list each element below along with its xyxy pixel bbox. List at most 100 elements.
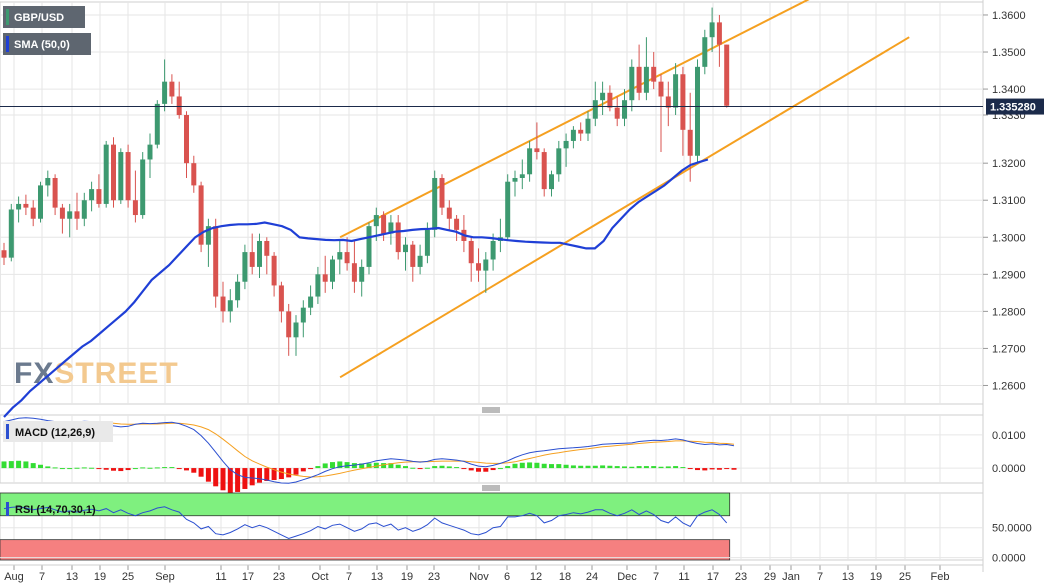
price-tick-label: 1.3500: [992, 47, 1026, 59]
rsi-tag[interactable]: RSI (14,70,30,1): [3, 499, 109, 519]
candle-body: [549, 174, 554, 190]
x-tick-label: 13: [842, 571, 854, 583]
x-tick-label: Jan: [782, 571, 800, 583]
macd-histogram-bar: [680, 467, 686, 469]
candle-body: [680, 74, 686, 130]
x-tick-label: 23: [428, 571, 440, 583]
candle-body: [446, 207, 452, 219]
candle-body: [278, 285, 284, 312]
macd-histogram-bar: [16, 460, 22, 469]
macd-histogram-bar: [673, 466, 679, 469]
candle-body: [286, 311, 292, 338]
candle-body: [169, 81, 175, 97]
sma-tag[interactable]: SMA (50,0): [3, 33, 91, 55]
macd-histogram-bar: [381, 463, 387, 469]
candle-body: [257, 240, 262, 267]
candle-body: [724, 44, 730, 106]
macd-histogram-bar: [315, 466, 321, 469]
macd-histogram-bar: [162, 467, 168, 469]
macd-histogram-bar: [519, 462, 525, 469]
macd-histogram-bar: [74, 467, 80, 469]
candle-body: [8, 209, 14, 258]
macd-histogram-bar: [570, 465, 576, 469]
x-tick-label: 24: [586, 571, 598, 583]
price-tick-label: 1.2800: [992, 306, 1026, 318]
candle-body: [570, 129, 576, 141]
candle-body: [359, 266, 365, 282]
macd-histogram-bar: [512, 463, 518, 469]
macd-tag[interactable]: MACD (12,26,9): [3, 421, 113, 442]
watermark-logo: FXSTREET: [14, 357, 179, 390]
macd-histogram-bar: [665, 466, 671, 469]
candle-body: [330, 259, 335, 282]
macd-histogram-bar: [417, 468, 423, 470]
macd-histogram-bar: [600, 465, 606, 469]
macd-resize-handle[interactable]: [482, 407, 500, 413]
candle-body: [665, 96, 671, 108]
macd-histogram-bar: [118, 468, 124, 472]
x-tick-label: 11: [215, 571, 226, 583]
sma-line: [3, 158, 709, 418]
candle-body: [176, 96, 182, 116]
macd-histogram-bar: [227, 468, 233, 493]
macd-histogram-bar: [235, 468, 241, 492]
price-tick-label: 1.2600: [992, 380, 1026, 392]
candle-body: [439, 177, 445, 208]
candle-body: [410, 244, 416, 267]
macd-histogram-bar: [300, 468, 306, 472]
candle-body: [45, 177, 51, 186]
candle-body: [213, 226, 219, 297]
candle-body: [132, 200, 138, 216]
macd-histogram-bar: [578, 465, 584, 469]
x-tick-label: 11: [678, 571, 689, 583]
candle-body: [16, 203, 22, 210]
current-price-tag: 1.335280: [986, 98, 1044, 115]
macd-histogram-bar: [125, 468, 131, 471]
macd-histogram-bar: [490, 468, 496, 471]
macd-histogram-bar: [468, 468, 474, 471]
candle-body: [381, 215, 387, 234]
watermark-logo-street: STREET: [54, 357, 178, 390]
macd-histogram-bar: [432, 466, 438, 469]
rsi-resize-handle[interactable]: [482, 485, 500, 491]
macd-histogram-bar: [140, 467, 146, 469]
macd-histogram-bar: [505, 466, 511, 469]
x-tick-label: 17: [242, 571, 254, 583]
macd-histogram-bar: [658, 466, 664, 469]
macd-histogram-bar: [30, 463, 36, 469]
candle-body: [702, 37, 708, 67]
price-tick-label: 1.2700: [992, 343, 1026, 355]
x-tick-label: 7: [39, 571, 45, 583]
candle-body: [30, 207, 36, 219]
candle-body: [242, 252, 248, 282]
macd-histogram-bar: [344, 462, 350, 469]
candle-body: [264, 240, 270, 256]
macd-histogram-bar: [52, 467, 58, 469]
macd-histogram-bar: [643, 466, 649, 469]
macd-histogram-bar: [622, 466, 627, 469]
candle-body: [322, 274, 328, 282]
macd-histogram-bar: [549, 464, 554, 469]
macd-histogram-bar: [103, 468, 109, 470]
x-tick-label: 7: [653, 571, 659, 583]
macd-histogram-bar: [724, 468, 730, 470]
candle-body: [162, 81, 168, 104]
macd-histogram-bar: [81, 467, 87, 469]
axis-layer: Aug 7 13 19 25 Sep 11 17 23 Oct 7 13 19 23 Nov 6 12 18 24 D…: [0, 10, 1032, 583]
macd-histogram-bar: [476, 468, 481, 472]
candle-body: [468, 240, 474, 264]
candle-body: [695, 66, 700, 156]
candle-body: [315, 274, 321, 297]
candle-body: [118, 152, 124, 201]
price-tick-label: 1.3000: [992, 232, 1026, 244]
candle-body: [424, 229, 430, 256]
candle-body: [490, 240, 496, 260]
symbol-tag-label: GBP/USD: [14, 12, 64, 24]
symbol-tag[interactable]: GBP/USD: [3, 6, 85, 28]
price-tick-label: 1.2900: [992, 269, 1026, 281]
candle-body: [476, 263, 481, 271]
candle-body: [403, 244, 408, 253]
price-tick-label: 1.3600: [992, 10, 1026, 22]
candle-body: [351, 263, 357, 282]
